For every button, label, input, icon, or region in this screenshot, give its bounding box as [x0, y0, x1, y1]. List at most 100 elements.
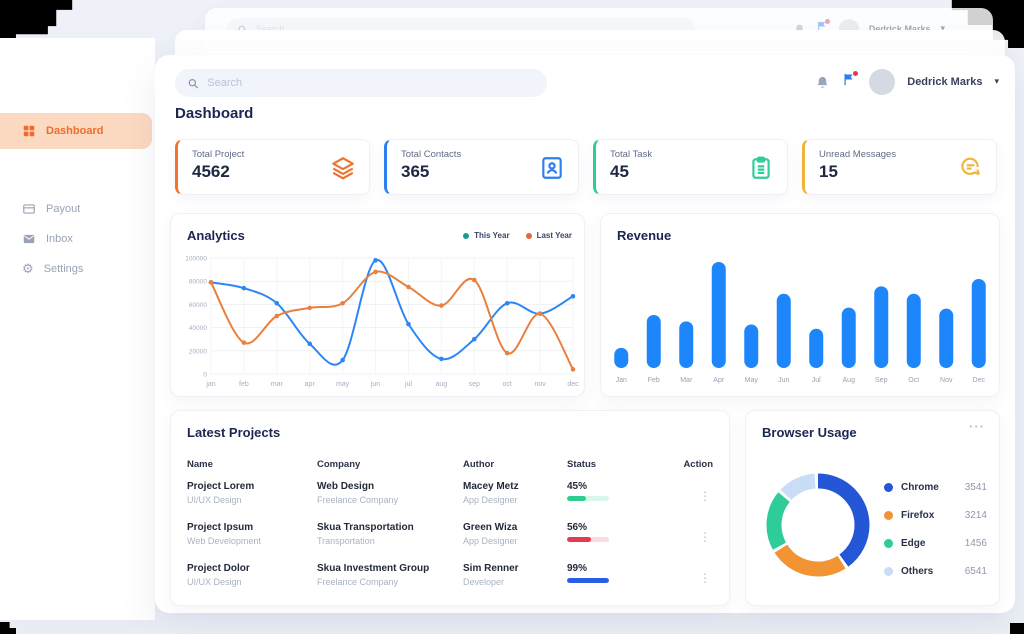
stat-label: Total Project — [192, 149, 245, 160]
browser-usage-card: Browser Usage ··· Chrome 3541 Firefox 32… — [745, 410, 1000, 606]
stat-card-total-contacts: Total Contacts 365 — [384, 139, 579, 195]
svg-text:80000: 80000 — [189, 279, 207, 286]
author-role: App Designer — [463, 495, 518, 505]
svg-text:Dec: Dec — [973, 377, 986, 384]
row-menu-icon[interactable]: ⋮ — [699, 489, 711, 503]
svg-text:Nov: Nov — [940, 377, 953, 384]
svg-text:40000: 40000 — [189, 325, 207, 332]
legend-dot — [525, 232, 532, 239]
screen-corner-artifact — [1010, 623, 1024, 634]
stats-row: Total Project 4562 Total Contacts 365 To… — [175, 139, 997, 195]
projects-title: Latest Projects — [187, 425, 281, 440]
revenue-bar-chart: Jan Feb Mar Apr May Jun Jul Aug Sep Oct Nov Dec — [614, 262, 986, 384]
svg-text:100000: 100000 — [185, 256, 207, 263]
company-type: Freelance Company — [317, 495, 399, 505]
stat-value: 365 — [401, 162, 430, 181]
status-percent: 56% — [567, 522, 588, 533]
stat-value: 4562 — [192, 162, 230, 181]
author-role: App Designer — [463, 536, 518, 546]
status-percent: 45% — [567, 481, 588, 492]
svg-text:Aug: Aug — [843, 377, 856, 384]
browser-usage-donut-chart — [766, 473, 870, 577]
company-type: Freelance Company — [317, 577, 399, 587]
svg-text:Feb: Feb — [648, 377, 660, 384]
legend-row-firefox: Firefox 3214 — [884, 501, 987, 529]
svg-text:sep: sep — [469, 381, 480, 388]
svg-text:jan: jan — [205, 381, 215, 388]
table-row: Project Ipsum Web Development Skua Transp… — [171, 522, 729, 558]
author-name: Green Wiza — [463, 522, 518, 533]
table-row: Project Dolor UI/UX Design Skua Investmen… — [171, 563, 729, 599]
svg-text:mar: mar — [271, 381, 284, 388]
svg-text:feb: feb — [239, 381, 249, 388]
stat-card-unread-messages: Unread Messages 15 — [802, 139, 997, 195]
table-header: Name Company Author Status Action — [171, 459, 729, 473]
sidebar-item-label: Dashboard — [46, 125, 104, 137]
row-menu-icon[interactable]: ⋮ — [699, 530, 711, 544]
legend-row-edge: Edge 1456 — [884, 529, 987, 557]
author-name: Macey Metz — [463, 481, 519, 492]
chevron-down-icon[interactable]: ▾ — [994, 77, 999, 87]
progress-bar — [567, 578, 609, 583]
company-name: Skua Investment Group — [317, 563, 430, 574]
legend-label: This Year — [474, 231, 510, 240]
analytics-legend: This Year Last Year — [463, 231, 572, 240]
svg-text:dec: dec — [567, 381, 579, 388]
stat-label: Total Task — [610, 149, 653, 160]
sidebar-item-label: Settings — [43, 263, 84, 275]
row-menu-icon[interactable]: ⋮ — [699, 571, 711, 585]
analytics-title: Analytics — [187, 228, 245, 243]
status-percent: 99% — [567, 563, 588, 574]
contacts-icon — [542, 157, 562, 179]
browser-value: 3541 — [964, 481, 987, 493]
legend-this-year: This Year — [463, 231, 510, 240]
layers-icon — [332, 157, 354, 180]
svg-text:Apr: Apr — [713, 377, 725, 384]
project-name: Project Ipsum — [187, 522, 254, 533]
browser-value: 3214 — [964, 509, 987, 521]
flag-icon — [816, 19, 830, 38]
browser-usage-legend: Chrome 3541 Firefox 3214 Edge 1456 Other… — [884, 473, 987, 585]
project-category: UI/UX Design — [187, 577, 242, 587]
user-name[interactable]: Dedrick Marks — [907, 76, 983, 88]
svg-text:nov: nov — [534, 381, 546, 388]
svg-text:Mar: Mar — [680, 377, 693, 384]
grid-icon — [23, 125, 35, 137]
svg-text:apr: apr — [305, 381, 316, 388]
svg-text:oct: oct — [503, 381, 512, 388]
background-user-name: Dedrick Marks — [868, 24, 931, 34]
sidebar-item-payout[interactable]: Payout — [0, 194, 152, 224]
screen-corner-artifact — [0, 622, 16, 634]
search-bar — [175, 69, 547, 97]
browser-value: 6541 — [964, 565, 987, 577]
svg-text:jun: jun — [370, 381, 380, 388]
column-header-company: Company — [317, 459, 361, 470]
legend-dot — [884, 538, 893, 548]
revenue-title: Revenue — [617, 228, 672, 243]
card-icon — [23, 204, 35, 214]
column-header-action: Action — [683, 459, 713, 470]
browser-name: Others — [901, 565, 934, 577]
main-window: Dedrick Marks ▾ Dashboard Total Project … — [155, 55, 1015, 613]
sidebar-item-label: Payout — [46, 203, 81, 215]
sidebar-item-settings[interactable]: ⚙ Settings — [0, 254, 152, 284]
legend-last-year: Last Year — [525, 231, 572, 240]
chat-icon — [961, 157, 980, 175]
sidebar-item-inbox[interactable]: Inbox — [0, 224, 152, 254]
flag-icon[interactable] — [842, 71, 859, 92]
bell-icon[interactable] — [815, 75, 830, 90]
column-header-name: Name — [187, 459, 213, 470]
svg-text:60000: 60000 — [189, 302, 207, 309]
svg-text:Jul: Jul — [812, 377, 821, 384]
browser-value: 1456 — [964, 537, 987, 549]
card-menu-icon[interactable]: ··· — [969, 419, 985, 434]
avatar[interactable] — [869, 69, 896, 95]
sidebar-item-dashboard[interactable]: Dashboard — [0, 113, 152, 149]
browser-name: Chrome — [901, 481, 939, 493]
column-header-author: Author — [463, 459, 495, 470]
stat-card-total-task: Total Task 45 — [593, 139, 788, 195]
search-input[interactable] — [207, 77, 535, 89]
svg-text:May: May — [745, 377, 759, 384]
latest-projects-card: Latest Projects Name Company Author Stat… — [170, 410, 730, 606]
svg-text:jul: jul — [404, 381, 412, 388]
